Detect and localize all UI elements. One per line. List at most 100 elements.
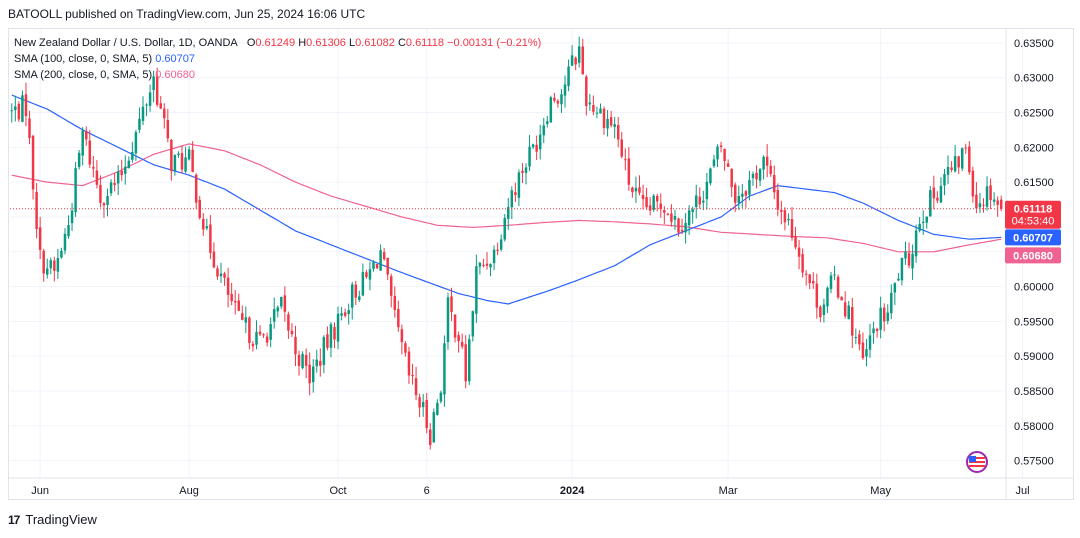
candle-body: [60, 250, 63, 258]
candle-body: [283, 295, 287, 312]
candle-body: [815, 283, 819, 308]
candle-body: [102, 203, 106, 206]
candle-body: [907, 253, 911, 266]
candle-body: [570, 55, 574, 66]
candle-body: [812, 280, 815, 284]
legend-c-value: 0.61118: [405, 37, 445, 49]
candle-body: [734, 184, 737, 203]
candle-body: [255, 331, 258, 345]
candle-body: [202, 218, 205, 230]
candle-body: [620, 139, 624, 157]
candle-body: [241, 313, 244, 320]
candle-body: [567, 66, 570, 87]
legend-sma200-label: SMA (200, close, 0, SMA, 5): [14, 69, 153, 81]
candle-body: [694, 195, 698, 208]
candle-body: [180, 153, 184, 170]
candle-body: [822, 304, 826, 316]
candle-body: [343, 312, 347, 316]
candle-body: [131, 152, 134, 160]
candle-body: [872, 328, 875, 334]
candle-body: [595, 112, 599, 114]
candle-body: [971, 170, 975, 197]
candle-body: [507, 207, 510, 219]
candle-body: [723, 148, 726, 161]
candle-body: [38, 227, 42, 250]
candle-body: [386, 257, 389, 275]
candle-body: [53, 260, 56, 271]
candle-body: [563, 84, 567, 96]
candle-body: [88, 140, 92, 165]
axis-layer: 0.63500 0.63000 0.62500 0.62000 0.61500 0.610…: [8, 29, 1074, 500]
us-flag-icon[interactable]: [960, 451, 994, 473]
candle-body: [865, 349, 868, 357]
candle-body: [400, 329, 404, 343]
candle-body: [652, 195, 655, 210]
legend-h-value: 0.61306: [306, 37, 346, 49]
candle-body: [606, 118, 609, 129]
candle-body: [113, 182, 116, 186]
candle-body: [968, 146, 971, 173]
candle-body: [510, 190, 514, 208]
legend-c-label: C: [397, 37, 406, 49]
candle-body: [964, 147, 968, 149]
candle-body: [368, 269, 372, 280]
candle-body: [216, 268, 219, 277]
y-tick-label: 0.61500: [1014, 177, 1054, 189]
chart-legend: New Zealand Dollar / U.S. Dollar, 1D, OA…: [14, 35, 541, 83]
candle-body: [588, 102, 592, 105]
candle-body: [631, 187, 634, 193]
candle-body: [769, 165, 772, 175]
legend-o-label: O: [246, 37, 256, 49]
price-label-text-sma200: 0.60680: [1013, 250, 1053, 262]
candle-body: [946, 166, 950, 175]
candle-body: [304, 354, 308, 366]
candle-body: [63, 233, 67, 251]
candle-body: [14, 106, 17, 111]
x-tick-label: Jun: [31, 485, 49, 497]
legend-ohlc-row: New Zealand Dollar / U.S. Dollar, 1D, OA…: [14, 35, 541, 51]
candle-body: [893, 283, 897, 293]
candle-body: [925, 216, 928, 223]
candle-body: [574, 57, 577, 65]
candle-body: [560, 94, 563, 105]
candle-body: [457, 335, 460, 342]
candle-body: [602, 108, 606, 128]
candle-body: [996, 200, 999, 205]
candle-body: [219, 273, 223, 277]
footer-brand[interactable]: 17 TradingView: [8, 512, 97, 527]
candle-body: [840, 296, 843, 301]
candle-body: [804, 273, 808, 275]
price-label-text-sma100: 0.60707: [1013, 232, 1053, 244]
candle-body: [677, 218, 680, 233]
candle-body: [851, 306, 854, 336]
candle-body: [443, 343, 446, 395]
y-tick-label: 0.60000: [1014, 282, 1054, 294]
y-tick-label: 0.63000: [1014, 73, 1054, 85]
candle-body: [524, 167, 528, 173]
candle-body: [329, 324, 333, 348]
candle-body: [418, 397, 421, 408]
x-tick-label: Aug: [179, 485, 199, 497]
x-tick-label: Oct: [329, 485, 346, 497]
candle-body: [67, 225, 70, 237]
legend-sma200-row: SMA (200, close, 0, SMA, 5) 0.60680: [14, 67, 541, 83]
candle-body: [705, 181, 709, 200]
candle-body: [801, 254, 804, 273]
candle-body: [890, 292, 893, 314]
candle-body: [258, 331, 262, 335]
candle-body: [716, 146, 719, 160]
candle-body: [166, 120, 170, 139]
candle-body: [485, 263, 489, 266]
candle-body: [780, 209, 783, 212]
candle-body: [436, 402, 439, 415]
y-tick-label: 0.62000: [1014, 142, 1054, 154]
candle-body: [684, 222, 687, 233]
candle-body: [358, 296, 361, 300]
candle-body: [836, 276, 840, 298]
candle-body: [233, 301, 237, 303]
candle-body: [882, 307, 886, 322]
candle-body: [783, 210, 787, 223]
candle-body: [145, 104, 148, 106]
x-tick-label: 6: [424, 485, 430, 497]
